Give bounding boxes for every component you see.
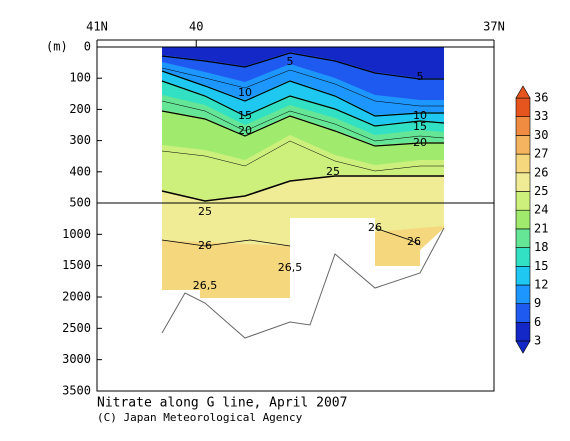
y-tick-label: 200 [69,102,91,116]
colorbar-label: 26 [534,165,548,179]
band [162,240,290,298]
colorbar-label: 30 [534,128,548,142]
contour-label: 10 [413,109,427,122]
contour-line [161,239,291,247]
colorbar-label: 25 [534,184,548,198]
y-tick-label: 1000 [62,227,91,241]
colorbar-label: 6 [534,315,541,329]
y-tick-label: 3500 [62,384,91,398]
colorbar-label: 9 [534,296,541,310]
colorbar-label: 12 [534,278,548,292]
y-tick-label: 400 [69,164,91,178]
y-tick-label: 500 [69,196,91,210]
colorbar-box [515,247,531,267]
colorbar-end [515,340,531,354]
contour-label: 20 [413,136,427,149]
bottom-topography [161,227,445,339]
colorbar-end [515,85,531,99]
y-axis-label: (m) [46,40,68,54]
colorbar-box [515,135,531,155]
band [375,216,444,232]
colorbar-label: 27 [534,147,548,161]
chart-title: Nitrate along G line, April 2007 [97,396,347,411]
colorbar-label: 24 [534,203,548,217]
y-tick-label: 3000 [62,352,91,366]
colorbar-label: 21 [534,221,548,235]
band [162,203,444,246]
y-tick-label: 0 [84,40,91,54]
contour-label: 10 [238,86,252,99]
colorbar-box [515,322,531,342]
colorbar-box [515,97,531,118]
contour-label: 25 [326,165,340,178]
y-tick-label: 1500 [62,258,91,272]
credit: (C) Japan Meteorological Agency [97,411,303,424]
contour-label: 25 [198,205,212,218]
colorbar-box [515,303,531,323]
y-tick-label: 100 [69,71,91,85]
colorbar-box [515,209,531,230]
contour-label: 15 [238,109,252,122]
contour-line [374,227,421,246]
contour-label: 20 [238,124,252,137]
contour-label: 26,5 [193,279,218,292]
contour-label: 15 [413,120,427,133]
contour-line [161,140,444,172]
contour-label: 26,5 [278,261,303,274]
contour-label: 26 [407,235,421,248]
contour-line [161,67,444,107]
contour-line [161,175,444,202]
colorbar-box [515,191,531,211]
colorbar-box [515,265,531,286]
colorbar-box [515,153,531,174]
colorbar-box [515,116,531,136]
contour-line [161,70,444,117]
plot-frame [96,46,495,392]
x-tick-label: 40 [189,20,203,34]
contour-label: 26 [368,221,382,234]
y-tick-label: 300 [69,133,91,147]
contour-label: 26 [198,239,212,252]
colorbar-box [515,284,531,305]
contour-line [161,52,444,80]
colorbar-box [515,172,531,192]
x-tick-label: 37N [483,20,505,34]
section-field [161,47,445,339]
contour-line [161,80,445,127]
band [162,175,444,203]
colorbar-label: 36 [534,91,548,105]
contour-line [161,100,445,142]
contour-line [161,110,444,147]
x-tick-label: 41N [86,20,108,34]
colorbar-label: 3 [534,334,541,348]
contour-label: 5 [417,70,424,83]
colorbar-label: 15 [534,259,548,273]
y-tick-label: 2000 [62,290,91,304]
y-tick-label: 2500 [62,321,91,335]
colorbar-label: 33 [534,109,548,123]
contour-label: 5 [287,55,294,68]
colorbar-label: 18 [534,240,548,254]
colorbar-box [515,228,531,248]
